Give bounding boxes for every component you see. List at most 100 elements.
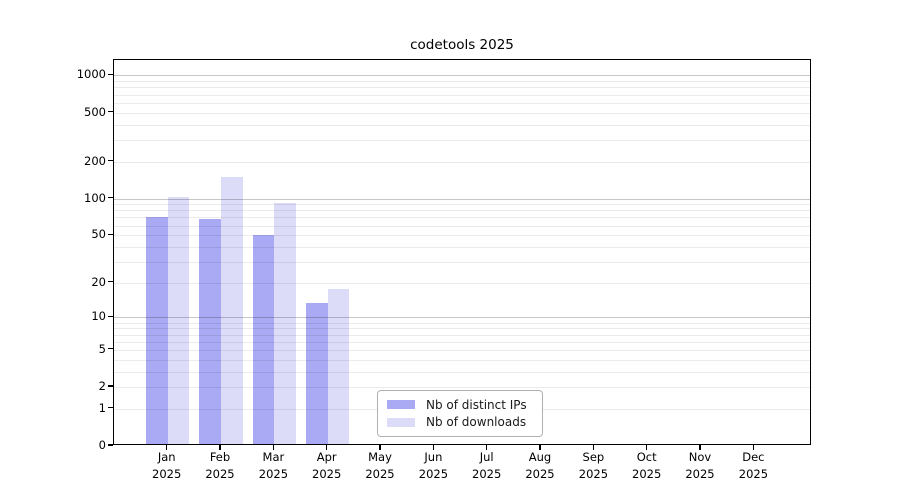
y-tick-mark [108, 281, 113, 283]
x-tick-label: Nov 2025 [685, 449, 714, 482]
x-tick-label: Jun 2025 [419, 449, 448, 482]
gridline-major [114, 198, 810, 200]
chart-title: codetools 2025 [410, 37, 514, 53]
y-tick-label: 100 [84, 190, 106, 205]
x-tick-label: Oct 2025 [632, 449, 661, 482]
x-tick-label: Mar 2025 [259, 449, 288, 482]
x-tick-label-line: Oct [636, 450, 657, 464]
x-tick-label-line: Jul [479, 450, 494, 464]
legend: Nb of distinct IPs Nb of downloads [377, 390, 543, 437]
x-tick-label-line: 2025 [685, 466, 715, 481]
x-tick-mark [486, 445, 488, 450]
y-tick-mark [108, 110, 113, 113]
y-tick-label: 10 [91, 309, 106, 324]
x-tick-label: Dec 2025 [739, 449, 768, 482]
y-tick-label: 5 [98, 341, 106, 356]
bar-downloads [221, 176, 243, 444]
x-tick-mark [752, 445, 754, 450]
gridline-minor [114, 112, 810, 114]
gridline-minor [114, 334, 810, 336]
y-tick-label: 50 [91, 227, 106, 242]
x-tick-mark [539, 445, 541, 450]
x-tick-mark [699, 445, 701, 450]
gridline-minor [114, 81, 810, 83]
gridline-minor [114, 359, 810, 361]
x-tick-mark [646, 445, 648, 450]
x-tick-label-line: Dec [742, 450, 765, 464]
x-tick-label-line: 2025 [365, 466, 395, 481]
bar-downloads [167, 196, 190, 444]
x-tick-label: Jul 2025 [472, 449, 501, 482]
x-tick-mark [272, 445, 274, 450]
x-tick-mark [432, 445, 434, 450]
gridline-minor [114, 139, 810, 141]
x-tick-label-line: 2025 [738, 466, 769, 481]
x-tick-label-line: 2025 [525, 466, 555, 481]
y-tick-mark [108, 73, 113, 76]
bar-distinct-ips [252, 235, 275, 444]
x-tick-label-line: 2025 [418, 466, 449, 481]
y-tick-label: 1000 [76, 67, 106, 82]
gridline-minor [114, 246, 810, 248]
y-tick-mark [108, 159, 113, 162]
x-tick-label: Apr 2025 [312, 449, 341, 482]
y-tick-mark [108, 348, 113, 350]
gridline-minor [114, 322, 810, 324]
gridline-minor [114, 161, 810, 163]
gridline-minor [114, 341, 810, 343]
x-tick-label-line: 2025 [312, 466, 342, 481]
legend-label: Nb of downloads [426, 415, 527, 430]
gridline-minor [114, 87, 810, 89]
gridline-minor [114, 235, 810, 237]
x-tick-label: Feb 2025 [205, 449, 234, 482]
gridline-major [114, 317, 810, 319]
y-tick-label: 200 [84, 153, 106, 168]
x-tick-label-line: 2025 [578, 466, 609, 481]
gridline-minor [114, 261, 810, 263]
x-tick-mark [219, 445, 221, 450]
x-tick-label-line: Nov [688, 450, 712, 464]
x-tick-label-line: May [368, 450, 392, 464]
bar-distinct-ips [146, 216, 168, 444]
x-tick-label-line: 2025 [258, 466, 289, 481]
x-tick-label-line: Apr [316, 450, 337, 464]
gridline-minor [114, 225, 810, 227]
x-tick-label-line: 2025 [152, 466, 182, 481]
x-tick-mark [326, 445, 328, 450]
x-tick-label-line: 2025 [472, 466, 502, 481]
y-tick-label: 1 [98, 400, 106, 415]
bar-downloads [327, 289, 350, 444]
y-tick-mark [108, 407, 113, 409]
bar-downloads [274, 203, 297, 444]
x-tick-mark [592, 445, 594, 450]
legend-swatch [387, 400, 415, 410]
y-tick-label: 20 [91, 274, 106, 289]
x-tick-label-line: 2025 [632, 466, 662, 481]
x-tick-label-line: Jan [157, 450, 176, 464]
gridline-minor [114, 387, 810, 389]
y-tick-mark [108, 196, 113, 199]
gridline-minor [114, 102, 810, 104]
gridline-minor [114, 217, 810, 219]
legend-item: Nb of distinct IPs [387, 398, 533, 412]
gridline-major [114, 75, 810, 77]
plot-area [113, 59, 811, 445]
legend-label: Nb of distinct IPs [426, 397, 527, 412]
gridline-minor [114, 328, 810, 330]
x-tick-label-line: Mar [262, 450, 285, 464]
bar-distinct-ips [199, 218, 221, 444]
x-tick-label-line: Aug [528, 450, 552, 464]
x-tick-label: Jan 2025 [152, 449, 181, 482]
gridline-minor [114, 282, 810, 284]
gridline-minor [114, 210, 810, 212]
legend-swatch [387, 417, 415, 427]
y-tick-mark [108, 444, 113, 446]
bar-distinct-ips [306, 302, 328, 444]
legend-item: Nb of downloads [387, 415, 533, 429]
x-tick-label: Sep 2025 [579, 449, 608, 482]
gridline-minor [114, 94, 810, 96]
gridline-minor [114, 371, 810, 373]
x-tick-label-line: Jun [424, 450, 443, 464]
x-tick-mark [379, 445, 381, 450]
x-tick-label: Aug 2025 [525, 449, 554, 482]
